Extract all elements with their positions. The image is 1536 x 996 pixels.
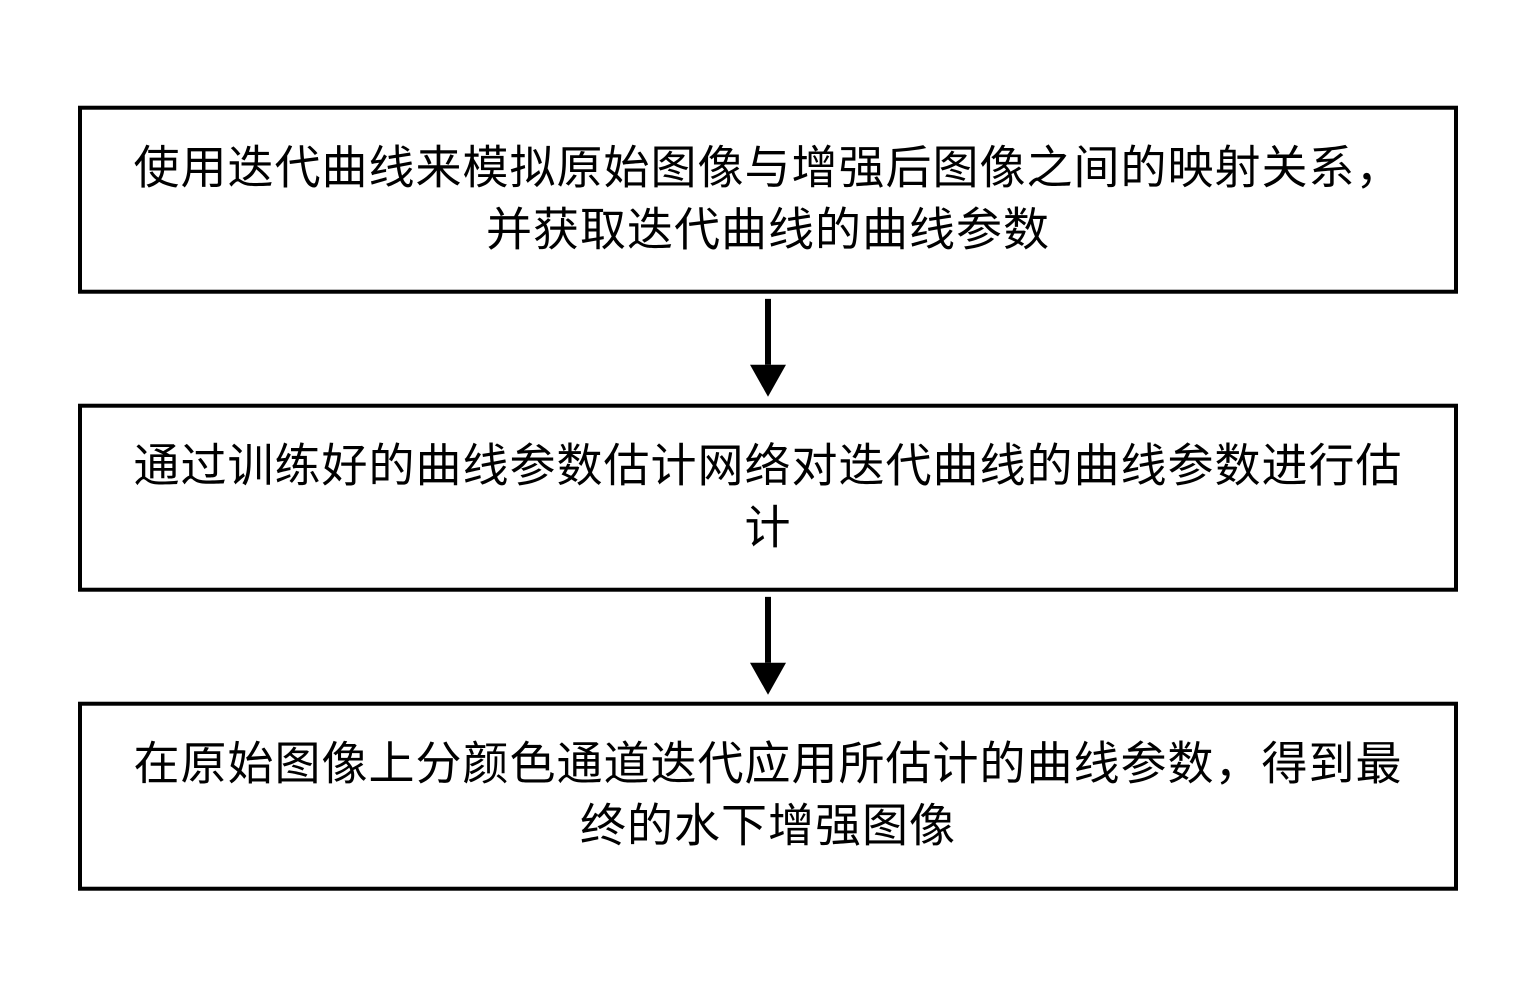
- flowchart-container: 使用迭代曲线来模拟原始图像与增强后图像之间的映射关系，并获取迭代曲线的曲线参数 …: [68, 106, 1468, 891]
- flowchart-step-2: 通过训练好的曲线参数估计网络对迭代曲线的曲线参数进行估计: [78, 404, 1458, 592]
- flowchart-step-3: 在原始图像上分颜色通道迭代应用所估计的曲线参数，得到最终的水下增强图像: [78, 702, 1458, 890]
- flowchart-step-2-text: 通过训练好的曲线参数估计网络对迭代曲线的曲线参数进行估计: [122, 436, 1414, 560]
- flowchart-step-1-text: 使用迭代曲线来模拟原始图像与增强后图像之间的映射关系，并获取迭代曲线的曲线参数: [122, 138, 1414, 262]
- arrow-down-icon: [748, 597, 788, 697]
- flowchart-arrow-2: [748, 592, 788, 702]
- flowchart-step-1: 使用迭代曲线来模拟原始图像与增强后图像之间的映射关系，并获取迭代曲线的曲线参数: [78, 106, 1458, 294]
- arrow-down-icon: [748, 299, 788, 399]
- flowchart-arrow-1: [748, 294, 788, 404]
- flowchart-step-3-text: 在原始图像上分颜色通道迭代应用所估计的曲线参数，得到最终的水下增强图像: [122, 734, 1414, 858]
